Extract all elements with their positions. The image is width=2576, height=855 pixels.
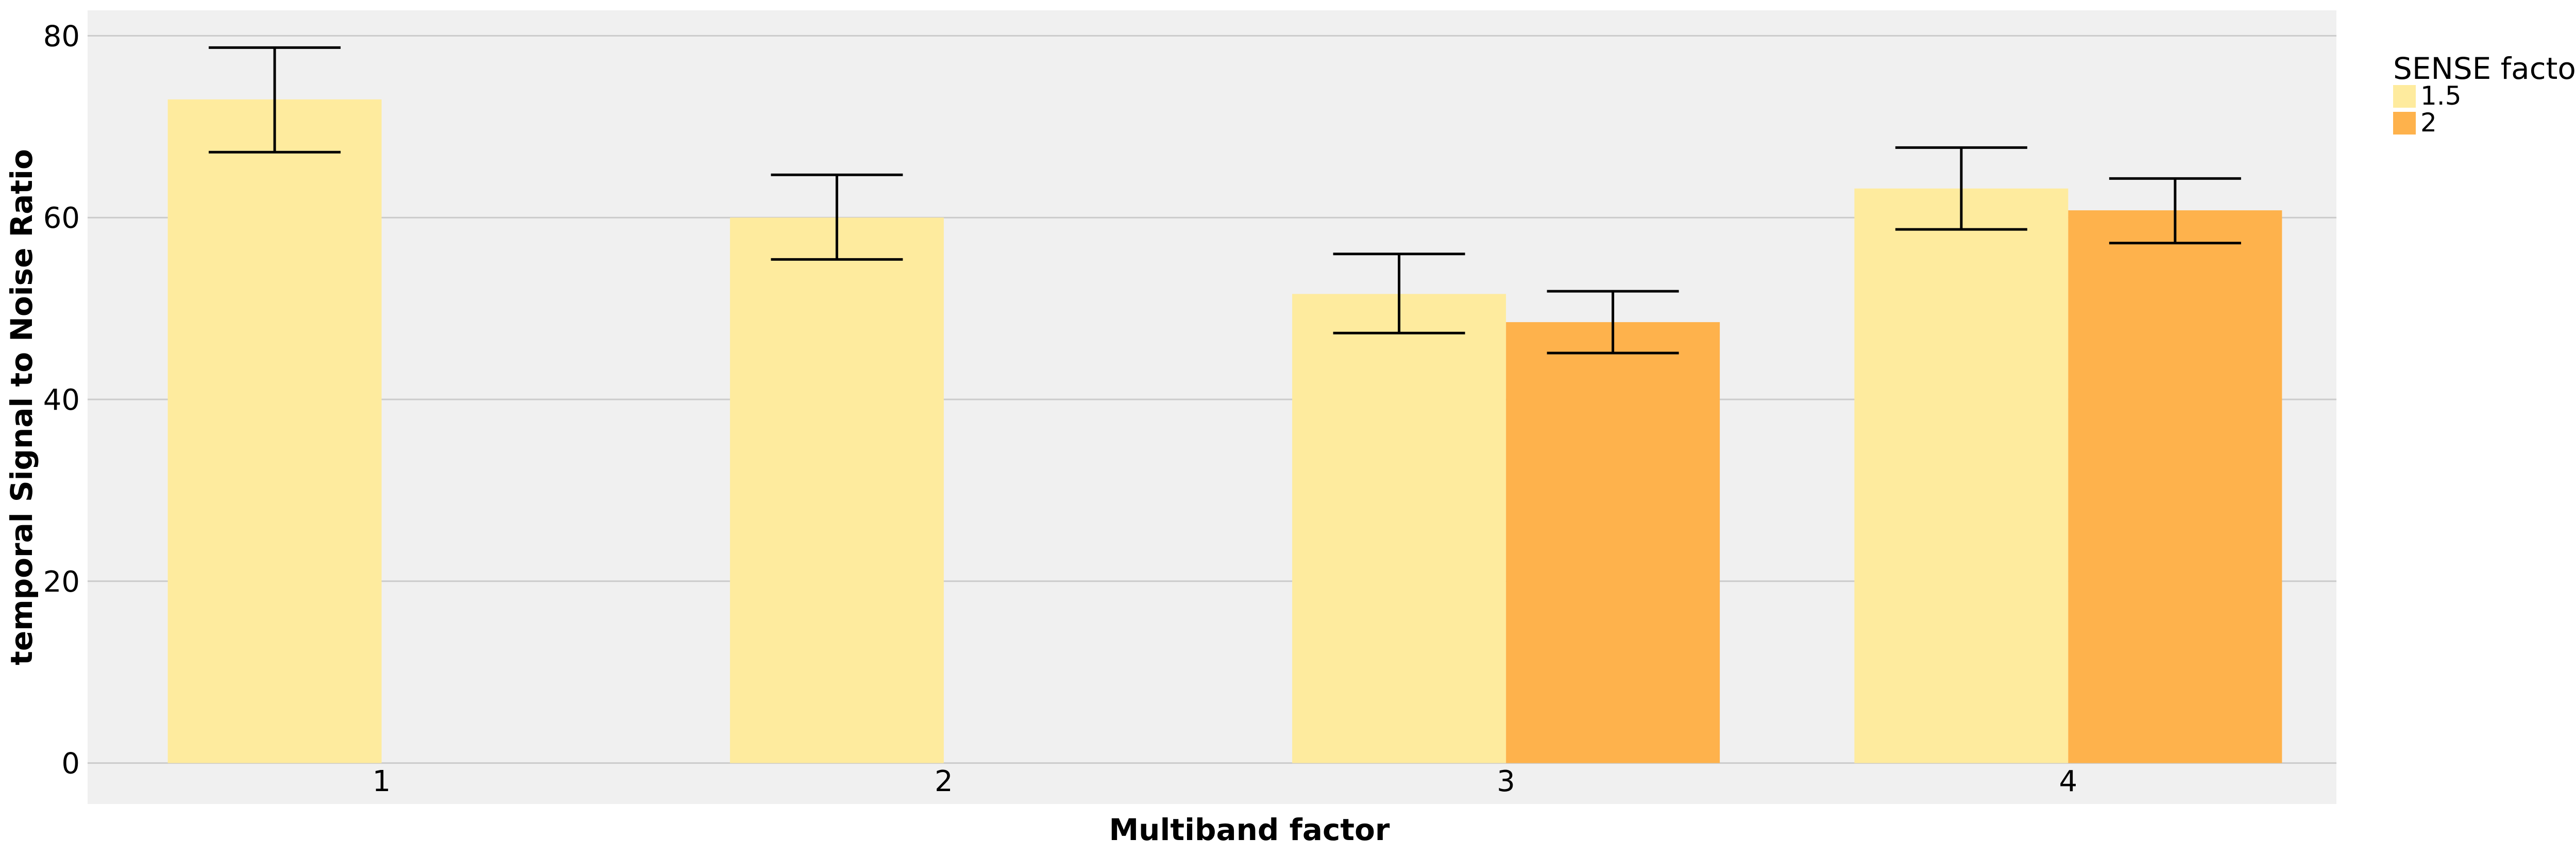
legend-swatch-2	[2393, 112, 2416, 135]
x-axis-ticks: 1 2 3 4	[372, 765, 2077, 798]
legend: SENSE factor 1.52	[2393, 51, 2576, 138]
bar-2-3	[1506, 322, 1720, 763]
y-tick-label: 60	[43, 202, 80, 235]
bar-1.5-3	[1292, 294, 1506, 763]
legend-title: SENSE factor	[2393, 51, 2576, 86]
x-tick-label: 3	[1497, 765, 1515, 798]
error-bar-2-4	[2109, 177, 2241, 245]
x-tick-label: 2	[935, 765, 953, 798]
error-bar-2-3	[1547, 290, 1679, 355]
bar-1.5-1	[167, 99, 382, 763]
legend-label-2: 2	[2420, 108, 2437, 138]
error-bar-1.5-2	[771, 173, 903, 261]
legend-swatch-1.5	[2393, 85, 2416, 108]
bar-2-4	[2068, 210, 2282, 763]
y-tick-label: 20	[43, 565, 80, 599]
bar-1.5-2	[730, 217, 944, 763]
y-axis-title: temporal Signal to Noise Ratio	[4, 149, 39, 665]
bars	[167, 99, 2282, 763]
y-axis-ticks: 0 20 40 60 80	[43, 20, 80, 780]
x-tick-label: 1	[372, 765, 391, 798]
y-tick-label: 0	[61, 747, 80, 781]
legend-label-1.5: 1.5	[2420, 81, 2462, 111]
error-bar-1.5-1	[209, 46, 341, 154]
error-bar-1.5-4	[1895, 146, 2027, 231]
x-axis-title: Multiband factor	[1109, 812, 1389, 847]
bar-1.5-4	[1854, 188, 2069, 763]
y-tick-label: 80	[43, 20, 80, 53]
y-tick-label: 40	[43, 383, 80, 417]
x-tick-label: 4	[2059, 765, 2078, 798]
error-bar-1.5-3	[1333, 253, 1465, 334]
error-bars	[209, 46, 2241, 355]
